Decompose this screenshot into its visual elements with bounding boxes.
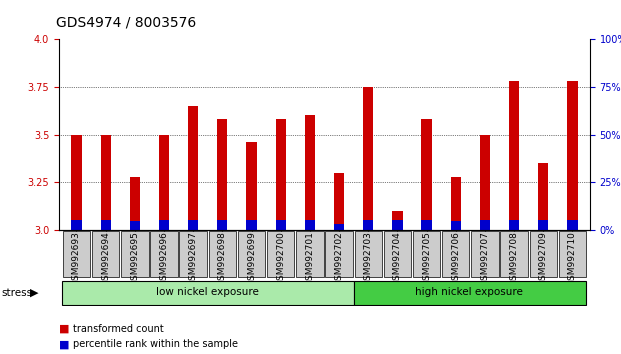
FancyBboxPatch shape [238,231,265,277]
Text: GSM992704: GSM992704 [393,232,402,286]
Text: GSM992695: GSM992695 [130,232,139,286]
Bar [276,219,286,230]
Text: GSM992708: GSM992708 [510,232,519,286]
Text: ■: ■ [59,324,70,333]
Bar [159,219,169,230]
Text: GSM992705: GSM992705 [422,232,431,286]
Text: GSM992702: GSM992702 [335,232,343,286]
Bar [509,81,519,230]
Text: GSM992710: GSM992710 [568,232,577,286]
Bar [188,219,198,230]
Text: percentile rank within the sample: percentile rank within the sample [73,339,238,349]
Bar [276,119,286,230]
FancyBboxPatch shape [179,231,207,277]
FancyBboxPatch shape [121,231,148,277]
Text: GSM992697: GSM992697 [189,232,197,286]
Bar [217,219,227,230]
Bar [247,142,256,230]
FancyBboxPatch shape [355,231,382,277]
Text: GSM992693: GSM992693 [72,232,81,286]
Bar [568,219,578,230]
Bar [363,87,373,230]
Bar [334,224,344,230]
Bar [159,135,169,230]
FancyBboxPatch shape [150,231,178,277]
Text: transformed count: transformed count [73,324,163,333]
Text: GSM992694: GSM992694 [101,232,110,286]
Bar [217,119,227,230]
Text: ■: ■ [59,339,70,349]
Text: low nickel exposure: low nickel exposure [156,287,259,297]
Bar [392,211,402,230]
Bar [247,219,256,230]
FancyBboxPatch shape [325,231,353,277]
Bar [451,221,461,230]
Text: GSM992707: GSM992707 [481,232,489,286]
Bar [363,219,373,230]
Bar [422,219,432,230]
FancyBboxPatch shape [267,231,294,277]
Bar [538,163,548,230]
Text: GSM992700: GSM992700 [276,232,285,286]
FancyBboxPatch shape [501,231,528,277]
Bar [392,219,402,230]
FancyBboxPatch shape [296,231,324,277]
Bar [188,106,198,230]
FancyBboxPatch shape [92,231,119,277]
Bar [568,81,578,230]
Text: GSM992699: GSM992699 [247,232,256,286]
Bar [305,219,315,230]
Text: GSM992706: GSM992706 [451,232,460,286]
Bar [334,173,344,230]
FancyBboxPatch shape [209,231,236,277]
Bar [451,177,461,230]
Text: GSM992698: GSM992698 [218,232,227,286]
Bar [305,115,315,230]
Text: GSM992701: GSM992701 [306,232,314,286]
Text: GSM992696: GSM992696 [160,232,168,286]
Bar [538,219,548,230]
Text: high nickel exposure: high nickel exposure [415,287,523,297]
Bar [480,135,490,230]
Bar [71,135,81,230]
Bar [71,219,81,230]
Text: stress: stress [1,288,32,298]
Text: GDS4974 / 8003576: GDS4974 / 8003576 [56,16,196,30]
Bar [101,135,111,230]
Bar [509,219,519,230]
Bar [130,177,140,230]
Bar [101,219,111,230]
Bar [130,222,140,230]
Bar [480,219,490,230]
FancyBboxPatch shape [63,231,90,277]
Text: GSM992703: GSM992703 [364,232,373,286]
FancyBboxPatch shape [384,231,411,277]
Text: GSM992709: GSM992709 [539,232,548,286]
FancyBboxPatch shape [559,231,586,277]
FancyBboxPatch shape [442,231,469,277]
FancyBboxPatch shape [353,281,586,305]
FancyBboxPatch shape [530,231,557,277]
FancyBboxPatch shape [62,281,353,305]
Text: ▶: ▶ [30,288,39,298]
FancyBboxPatch shape [413,231,440,277]
FancyBboxPatch shape [471,231,499,277]
Bar [422,119,432,230]
